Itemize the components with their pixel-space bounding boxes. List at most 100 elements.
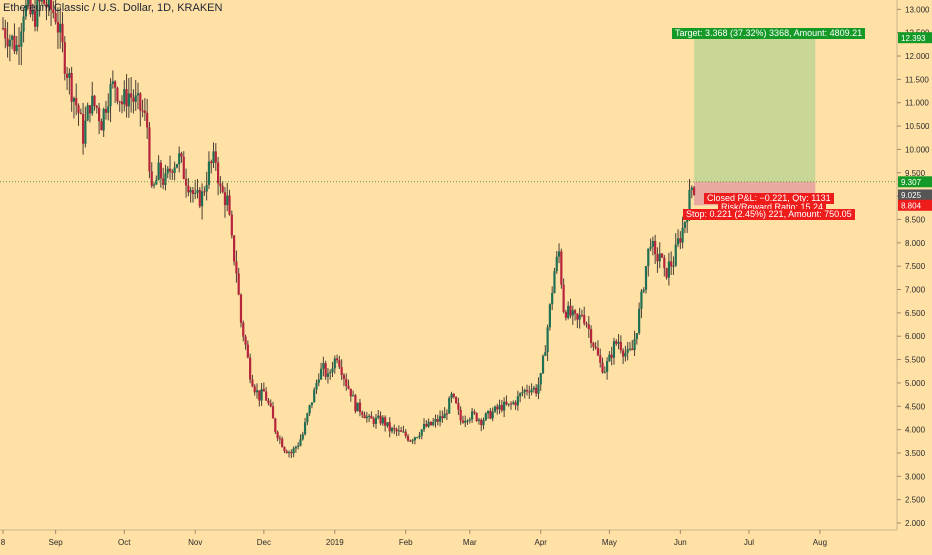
stop-label[interactable]: Stop: 0.221 (2.45%) 221, Amount: 750.05: [683, 209, 855, 220]
candle-body-down: [489, 410, 492, 419]
candle-body-up: [491, 411, 494, 419]
candle-body-up: [22, 16, 25, 32]
candle-body-down: [70, 73, 73, 102]
candle-body-down: [404, 431, 407, 437]
time-tick-label: Sep: [49, 538, 64, 547]
candle-body-down: [258, 390, 261, 401]
price-tick-label: 10.000: [905, 145, 930, 154]
candle-body-down: [214, 151, 217, 163]
time-tick-label: 2019: [326, 538, 344, 547]
candle-body-up: [557, 251, 561, 257]
candle-body-down: [619, 341, 622, 351]
candle-body-up: [612, 341, 616, 358]
candle-body-down: [118, 101, 121, 103]
candle-body-down: [363, 414, 366, 419]
candle-body-up: [20, 31, 23, 47]
price-tick-label: 12.000: [905, 52, 930, 61]
price-tick-label: 2.500: [905, 496, 926, 505]
candle-body-down: [150, 171, 153, 186]
candle-body-down: [395, 429, 398, 432]
candle-body-down: [425, 424, 428, 427]
candle-body-up: [189, 190, 192, 193]
candle-body-down: [500, 405, 503, 411]
candle-body-down: [585, 323, 588, 325]
target-price-tag: 12.393: [901, 34, 926, 43]
candle-body-down: [594, 346, 597, 349]
candle-body-down: [120, 101, 124, 105]
candle-body-down: [114, 81, 117, 88]
candle-body-down: [400, 430, 403, 432]
time-tick-label: Apr: [535, 538, 548, 547]
time-tick-label: Oct: [118, 538, 131, 547]
position-target-zone[interactable]: [694, 37, 816, 206]
candle-body-up: [647, 248, 650, 266]
price-tick-label: 7.000: [905, 286, 926, 295]
candle-body-up: [555, 256, 558, 272]
price-axis[interactable]: 2.000 2.500 3.000 3.500 4.000 4.500 5.000 5.500…: [897, 5, 932, 528]
candle-body-up: [381, 417, 384, 424]
candle-body-up: [516, 396, 519, 406]
price-tick-label: 4.500: [905, 402, 926, 411]
candle-body-up: [548, 304, 551, 328]
candle-body-up: [72, 98, 76, 102]
candle-body-up: [326, 373, 330, 377]
candle-body-down: [663, 257, 666, 269]
target-zone-rect[interactable]: [694, 37, 816, 182]
candle-body-up: [633, 339, 636, 351]
candle-body-up: [397, 430, 400, 432]
price-tick-label: 8.500: [905, 215, 926, 224]
candle-body-down: [216, 162, 220, 184]
candle-body-up: [356, 402, 359, 412]
candle-body-up: [200, 191, 204, 207]
candle-body-up: [651, 241, 654, 247]
candle-body-down: [54, 13, 57, 22]
candle-body-up: [638, 308, 641, 334]
candle-body-down: [88, 105, 92, 114]
candle-body-down: [139, 93, 142, 111]
candle-body-up: [134, 95, 137, 102]
candle-body-up: [27, 0, 30, 5]
candle-body-down: [679, 238, 682, 243]
candle-body-down: [104, 108, 108, 113]
candle-body-up: [36, 0, 39, 27]
candle-body-down: [384, 417, 387, 426]
candle-body-up: [688, 189, 691, 221]
candle-body-up: [136, 93, 140, 96]
candle-body-up: [674, 244, 677, 266]
candle-body-up: [553, 271, 556, 293]
candle-body-down: [379, 415, 382, 424]
stop-price-tag-bg: [898, 199, 932, 211]
candle-body-down: [514, 402, 517, 406]
price-candles: [1, 0, 696, 459]
candle-body-up: [287, 452, 291, 454]
price-tick-label: 2.000: [905, 519, 926, 528]
candle-body-up: [521, 392, 524, 394]
candle-body-up: [530, 389, 533, 393]
time-axis[interactable]: 8 Sep Oct Nov Dec 2019 Feb Mar Apr May Jun Jul Aug: [1, 530, 827, 547]
candle-body-down: [457, 403, 460, 410]
candle-body-up: [649, 246, 652, 249]
candle-body-up: [127, 93, 130, 107]
candle-body-up: [477, 419, 481, 421]
candle-body-down: [79, 112, 82, 114]
target-label[interactable]: Target: 3.368 (37.32%) 3368, Amount: 480…: [672, 28, 866, 39]
candle-body-up: [578, 314, 581, 320]
candle-body-up: [432, 422, 435, 426]
candle-body-up: [418, 435, 421, 438]
candle-body-down: [180, 153, 183, 157]
candle-body-up: [260, 389, 263, 401]
candle-body-down: [63, 42, 66, 74]
time-tick-label: Feb: [399, 538, 413, 547]
candle-body-up: [411, 440, 414, 442]
candle-body-down: [77, 105, 80, 113]
candle-body-down: [49, 0, 53, 10]
candle-body-down: [235, 261, 238, 274]
candle-body-down: [61, 23, 64, 43]
candle-body-up: [470, 411, 474, 420]
candle-body-down: [345, 378, 348, 386]
candle-body-up: [196, 189, 199, 193]
candle-body-up: [420, 429, 423, 436]
candle-body-down: [17, 44, 21, 47]
